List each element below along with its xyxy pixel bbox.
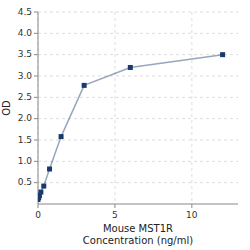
grid-line (38, 54, 238, 55)
tick (34, 182, 38, 183)
chart: 0.5 1.0 1.5 2.0 2.5 3.0 3.5 4.0 4.5 0 5 10 Mouse MST… (0, 0, 250, 250)
grid-line (38, 182, 238, 183)
grid-line (114, 12, 115, 204)
tick-label: 10 (186, 210, 198, 220)
tick-label: 3.0 (18, 71, 33, 81)
x-axis-label: Mouse MST1RConcentration (ng/ml) (83, 223, 193, 246)
tick (34, 33, 38, 34)
tick (114, 204, 115, 208)
point (41, 184, 46, 189)
grid-line (38, 12, 238, 13)
tick (34, 76, 38, 77)
grid-line (38, 140, 238, 141)
y-axis-label: OD (1, 100, 12, 116)
line (38, 55, 223, 200)
tick-label: 0 (35, 210, 41, 220)
x-axis-label-line: Concentration (ng/ml) (83, 235, 193, 246)
x-axis-label-line: Mouse MST1R (103, 223, 173, 234)
tick (34, 12, 38, 13)
tick-label: 1.5 (18, 135, 32, 145)
point (220, 52, 225, 57)
grid-line (38, 97, 238, 98)
point (128, 65, 133, 70)
grid-line (38, 12, 39, 204)
tick-label: 0.5 (18, 177, 32, 187)
point (47, 167, 52, 172)
tick (191, 204, 192, 208)
point (38, 190, 43, 195)
grid-line (38, 76, 238, 77)
y-axis (38, 12, 39, 204)
tick (34, 54, 38, 55)
tick-label: 2.0 (18, 113, 33, 123)
grid-line (38, 33, 238, 34)
tick-label: 5 (112, 210, 118, 220)
grid-line (191, 12, 192, 204)
tick-label: 1.0 (18, 156, 33, 166)
plot-area (38, 52, 225, 202)
tick-label: 3.5 (18, 49, 32, 59)
axes: 0.5 1.0 1.5 2.0 2.5 3.0 3.5 4.0 4.5 0 5 10 (18, 7, 238, 221)
grid-line (38, 118, 238, 119)
point (59, 134, 64, 139)
point (82, 83, 87, 88)
tick-label: 2.5 (18, 92, 32, 102)
tick (38, 204, 39, 208)
tick-label: 4.0 (18, 28, 33, 38)
tick (34, 140, 38, 141)
tick (34, 97, 38, 98)
x-axis (38, 204, 238, 205)
tick (34, 161, 38, 162)
tick (34, 118, 38, 119)
tick-label: 4.5 (18, 7, 32, 17)
grid-line (38, 161, 238, 162)
